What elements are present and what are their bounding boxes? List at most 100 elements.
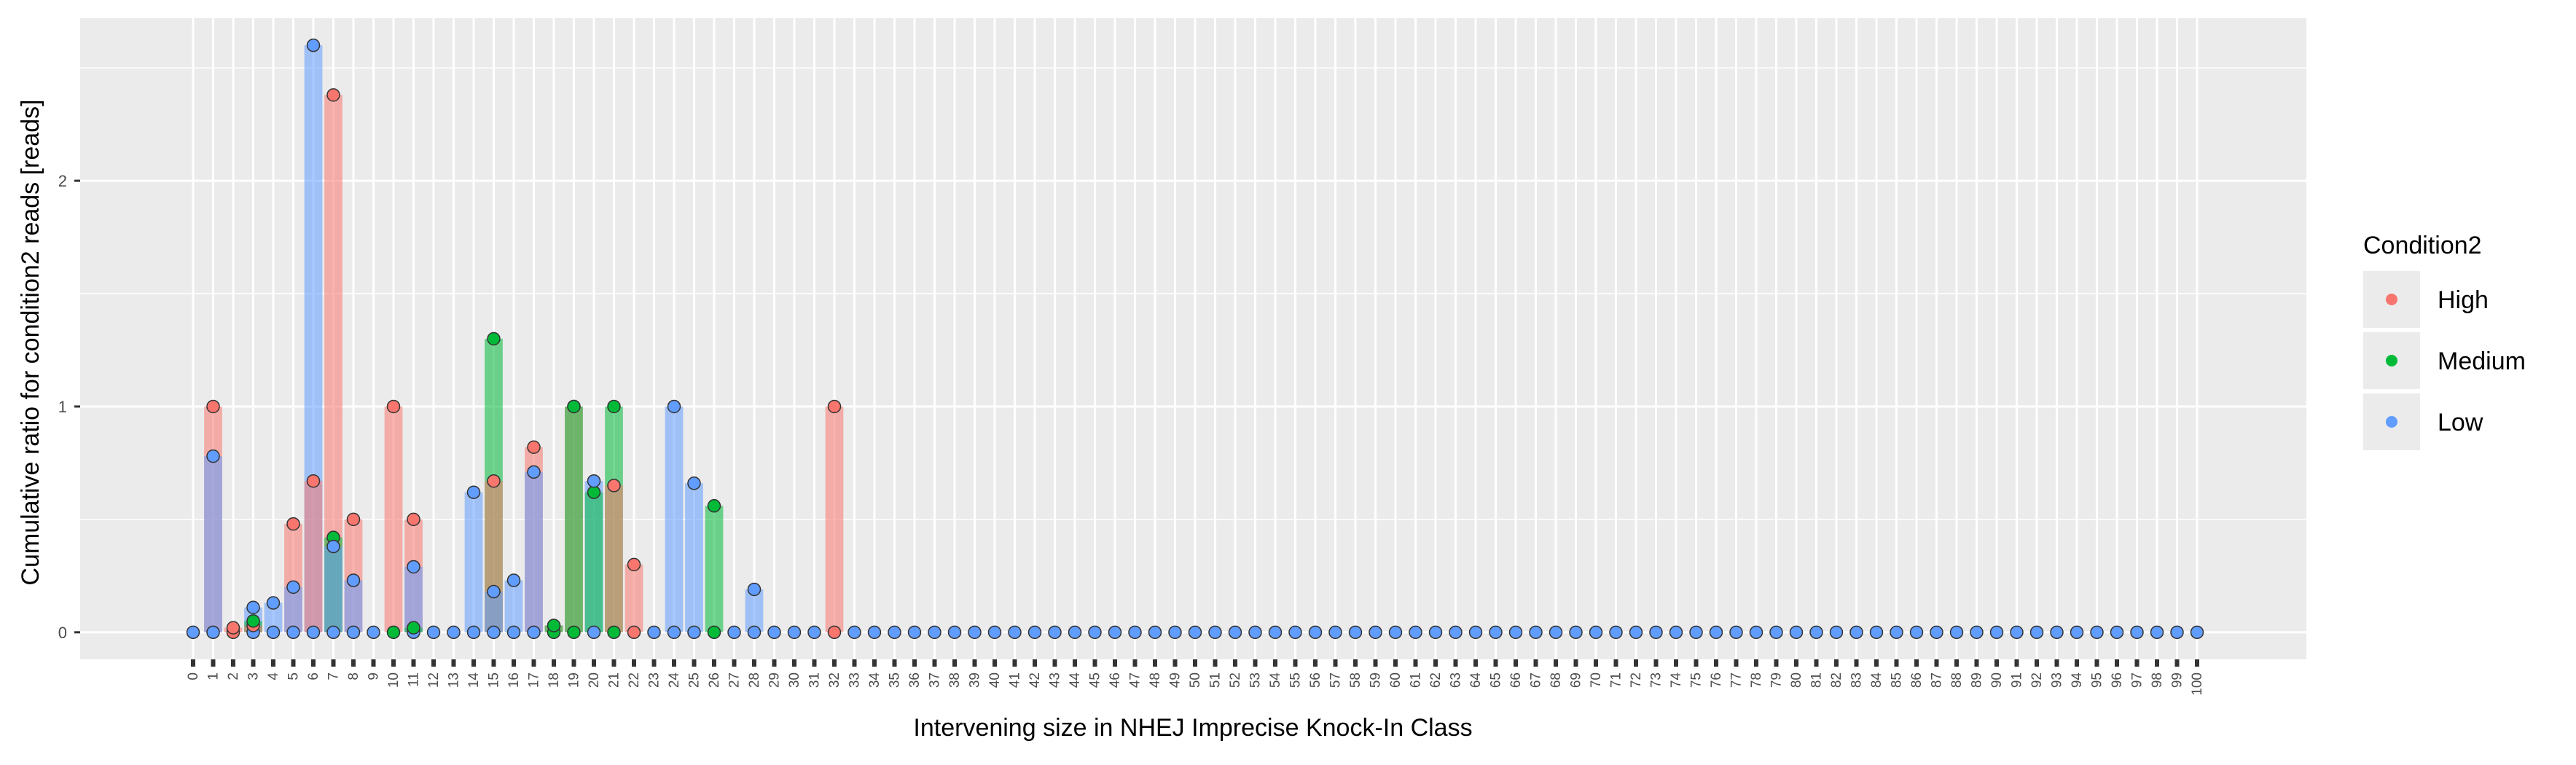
- point-low-59: [1369, 625, 1382, 640]
- point-low-50: [1188, 625, 1202, 640]
- x-tick-label: 63: [1449, 672, 1464, 688]
- point-low-0: [186, 625, 200, 640]
- x-tick-label: 30: [787, 672, 802, 688]
- point-low-98: [2150, 625, 2164, 640]
- x-tick-label: 88: [1949, 672, 1965, 688]
- legend-keys: High Medium Low: [2363, 271, 2526, 450]
- point-low-33: [847, 625, 861, 640]
- point-medium-21: [607, 399, 621, 414]
- x-tick-label: 34: [867, 672, 882, 688]
- point-medium-19: [567, 625, 581, 640]
- x-tick-label: 16: [506, 672, 522, 688]
- point-low-73: [1649, 625, 1663, 640]
- point-high-11: [407, 512, 420, 527]
- x-tick-label: 87: [1930, 672, 1945, 688]
- point-low-60: [1388, 625, 1403, 640]
- x-tick-label: 24: [667, 672, 682, 688]
- point-low-70: [1589, 625, 1603, 640]
- point-low-25: [687, 625, 701, 640]
- x-tick-label: 36: [907, 672, 923, 688]
- point-low-40: [987, 625, 1002, 640]
- bar-low-8: [344, 580, 363, 632]
- point-low-46: [1108, 625, 1122, 640]
- grid-minor: [80, 67, 2306, 520]
- x-tick-label: 99: [2170, 672, 2185, 688]
- x-tick-label: 18: [547, 672, 562, 688]
- point-low-95: [2090, 625, 2104, 640]
- point-low-16: [506, 573, 521, 587]
- x-tick-label: 65: [1489, 672, 1504, 688]
- point-low-31: [807, 625, 821, 640]
- point-low-37: [928, 625, 941, 640]
- x-tick-label: 45: [1088, 672, 1103, 688]
- x-tick-label: 31: [807, 672, 823, 688]
- point-medium-26: [707, 499, 721, 513]
- x-tick-label: 19: [567, 672, 582, 688]
- point-low-91: [2010, 625, 2024, 640]
- point-low-20: [587, 625, 601, 640]
- point-low-52: [1228, 625, 1242, 640]
- point-low-1: [206, 449, 220, 463]
- point-low-79: [1769, 625, 1783, 640]
- bar-low-28: [745, 589, 764, 632]
- x-tick-label: 15: [487, 672, 502, 688]
- point-low-100: [2190, 625, 2204, 640]
- x-tick-label: 57: [1328, 672, 1344, 688]
- x-axis: 0 1 2 3 4 5 6 7 8 9 10 11 12 13 14 15 16 17 18 19 20 21 22 23 24…: [186, 659, 2205, 696]
- x-tick-label: 21: [607, 672, 622, 688]
- point-low-16: [506, 625, 521, 640]
- point-low-99: [2170, 625, 2184, 640]
- legend-key-dot: [2386, 294, 2397, 305]
- bar-low-1: [204, 456, 222, 632]
- bar-medium-26: [705, 506, 724, 632]
- x-tick-label: 56: [1308, 672, 1323, 688]
- x-tick-label: 17: [527, 672, 542, 688]
- point-low-25: [687, 476, 701, 490]
- point-low-13: [447, 625, 461, 640]
- point-low-1: [206, 625, 220, 640]
- x-tick-label: 79: [1769, 672, 1785, 688]
- point-low-67: [1529, 625, 1543, 640]
- point-low-38: [947, 625, 962, 640]
- point-low-77: [1729, 625, 1743, 640]
- x-tick-label: 67: [1529, 672, 1544, 688]
- x-tick-label: 25: [687, 672, 702, 688]
- x-tick-label: 22: [627, 672, 642, 688]
- x-tick-label: 42: [1027, 672, 1043, 688]
- point-high-5: [286, 517, 300, 531]
- point-high-2: [226, 621, 240, 635]
- x-tick-label: 62: [1428, 672, 1444, 688]
- points: [186, 38, 2204, 640]
- x-tick-label: 58: [1348, 672, 1363, 688]
- point-low-12: [426, 625, 441, 640]
- x-tick-label: 71: [1609, 672, 1624, 688]
- panel-background: [80, 18, 2306, 659]
- point-high-1: [206, 399, 220, 414]
- point-high-6: [306, 474, 321, 488]
- point-medium-3: [246, 614, 260, 628]
- point-low-28: [747, 625, 762, 640]
- point-low-8: [346, 573, 361, 587]
- point-high-22: [627, 625, 641, 640]
- point-low-17: [527, 465, 541, 479]
- point-low-49: [1168, 625, 1182, 640]
- y-axis: 0 1 2: [58, 172, 80, 642]
- point-low-20: [587, 474, 601, 488]
- point-low-45: [1088, 625, 1102, 640]
- point-low-56: [1308, 625, 1323, 640]
- point-low-85: [1890, 625, 1903, 640]
- point-low-78: [1749, 625, 1763, 640]
- point-low-7: [326, 539, 340, 554]
- point-low-64: [1468, 625, 1483, 640]
- x-tick-label: 47: [1128, 672, 1143, 688]
- point-low-15: [487, 625, 501, 640]
- legend-key-dot: [2386, 416, 2397, 428]
- x-tick-label: 74: [1669, 672, 1684, 688]
- bar-low-15: [485, 592, 503, 632]
- y-tick-label: 1: [58, 398, 67, 416]
- y-tick-label: 0: [58, 624, 67, 642]
- point-low-6: [306, 38, 321, 52]
- point-low-84: [1869, 625, 1884, 640]
- point-low-97: [2130, 625, 2144, 640]
- point-low-69: [1569, 625, 1583, 640]
